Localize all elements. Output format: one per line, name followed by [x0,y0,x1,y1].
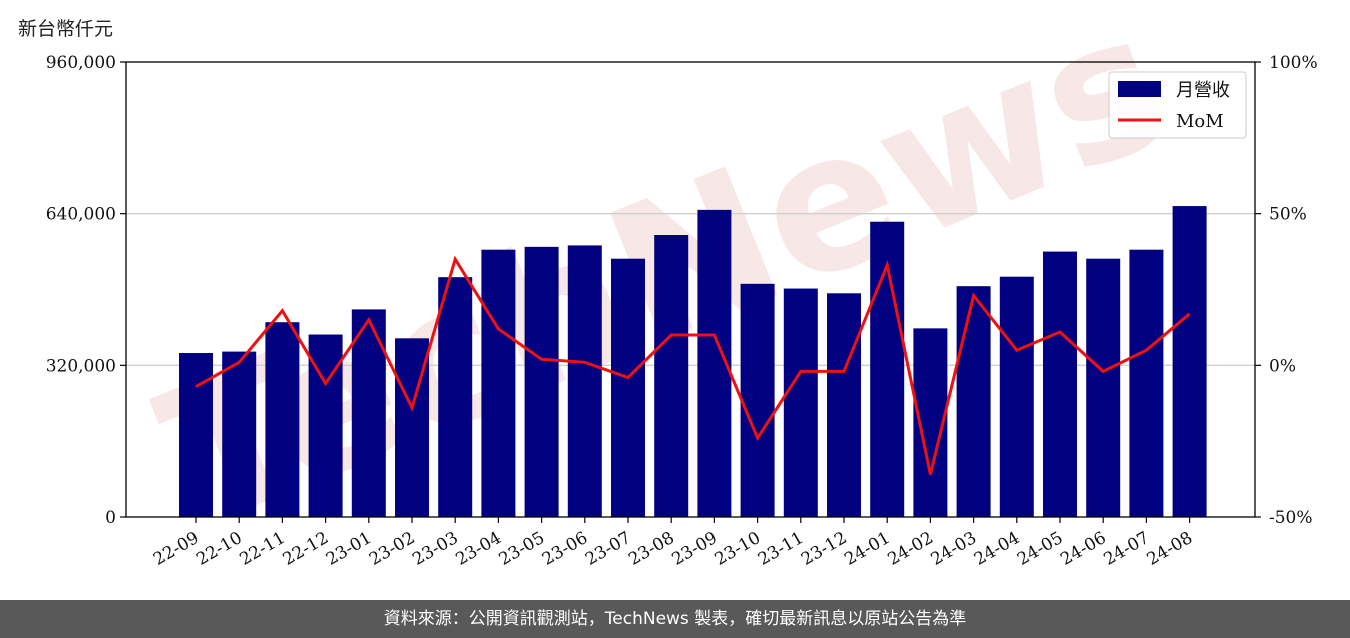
revenue-chart: TechNews 0320,000640,000960,000-50%0%50%… [46,0,1318,570]
bar-23-04 [481,249,516,517]
legend-swatch-bar [1118,81,1161,97]
bar-23-08 [654,234,689,517]
bar-23-07 [611,258,645,517]
x-tick-label-24-01: 24-01 [841,528,893,570]
bar-24-05 [1043,251,1077,518]
x-tick-label-23-10: 23-10 [712,528,764,570]
bar-23-06 [567,245,602,517]
x-tick-label-24-04: 24-04 [971,528,1023,570]
bar-24-06 [1086,258,1121,517]
legend-label-line: MoM [1176,111,1224,132]
bar-24-04 [999,276,1034,517]
x-tick-label-23-08: 23-08 [625,528,677,570]
left-tick-label-0: 0 [105,508,116,528]
x-tick-label-23-12: 23-12 [798,528,850,570]
legend-label-bar: 月營收 [1176,80,1230,101]
mom-line-series [195,255,1191,475]
x-tick-label-23-11: 23-11 [755,528,807,570]
x-tick-label-24-03: 24-03 [928,528,980,570]
left-tick-label-1: 320,000 [46,356,116,376]
x-tick-label-24-07: 24-07 [1100,528,1152,570]
bar-23-05 [524,246,559,517]
x-tick-label-24-08: 24-08 [1144,528,1196,570]
x-tick-label-23-09: 23-09 [668,528,720,570]
right-tick-label-0: -50% [1269,508,1313,528]
left-tick-label-3: 960,000 [46,53,116,73]
bar-22-10 [222,351,257,517]
x-tick-label-23-07: 23-07 [582,528,634,570]
legend: 月營收 MoM [1108,71,1247,139]
bar-23-11 [783,288,818,517]
right-tick-label-2: 50% [1269,205,1307,225]
right-tick-label-3: 100% [1269,53,1318,73]
bar-23-10 [740,283,775,517]
x-tick-label-23-01: 23-01 [323,528,375,570]
x-tick-label-22-09: 22-09 [150,528,202,570]
x-tick-label-23-02: 23-02 [366,528,418,570]
y-axis-unit-label: 新台幣仟元 [18,18,114,40]
mom-line [195,255,1191,475]
x-tick-label-24-05: 24-05 [1014,528,1066,570]
bar-23-12 [827,293,861,517]
left-tick-label-2: 640,000 [46,205,116,225]
x-tick-label-24-02: 24-02 [884,528,936,570]
bar-24-07 [1129,249,1164,517]
bar-22-09 [179,353,213,517]
bar-22-11 [265,322,300,517]
bar-24-03 [956,286,991,517]
right-tick-label-1: 0% [1269,356,1296,376]
bar-23-03 [438,277,473,517]
x-tick-label-23-04: 23-04 [452,528,504,570]
x-tick-label-23-06: 23-06 [539,528,591,570]
bar-24-08 [1172,206,1207,518]
plot-frame [125,61,1256,518]
x-tick-label-23-05: 23-05 [496,528,548,570]
source-footer: 資料來源：公開資訊觀測站，TechNews 製表，確切最新訊息以原站公告為準 [0,600,1350,638]
x-tick-label-24-06: 24-06 [1057,528,1109,570]
bar-23-01 [351,309,386,517]
x-tick-label-23-03: 23-03 [409,528,461,570]
